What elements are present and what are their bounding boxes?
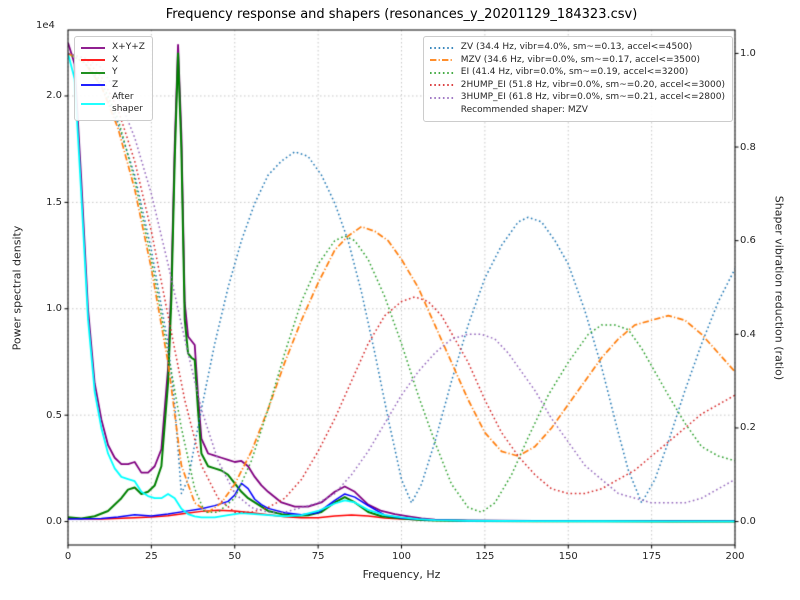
legend-line-swatch: [429, 84, 454, 87]
legend-label: After shaper: [112, 92, 143, 114]
legend-item-3hump-ei: 3HUMP_EI (61.8 Hz, vibr=0.0%, sm~=0.21, …: [429, 92, 725, 104]
legend-line-swatch: [429, 46, 454, 49]
y-axis-label-left: Power spectral density: [10, 225, 24, 351]
legend-line-swatch: [81, 59, 105, 62]
x-tick-label: 125: [475, 551, 495, 562]
legend-line-swatch: [81, 102, 105, 105]
legend-recommended-shaper: Recommended shaper: MZV: [429, 105, 725, 117]
legend-line-swatch: [429, 96, 454, 99]
legend-label: X: [112, 54, 119, 65]
legend-label: X+Y+Z: [112, 42, 145, 52]
y-right-tick-label: 0.4: [740, 328, 756, 340]
legend-item-y: Y: [80, 67, 145, 79]
x-tick-label: 50: [228, 551, 242, 562]
legend-item-mzv: MZV (34.6 Hz, vibr=0.0%, sm~=0.17, accel…: [429, 55, 725, 67]
x-tick-label: 0: [64, 551, 72, 562]
legend-line-swatch: [429, 71, 454, 74]
x-tick-label: 100: [391, 551, 412, 562]
legend-shapers: ZV (34.4 Hz, vibr=4.0%, sm~=0.13, accel<…: [422, 36, 733, 122]
legend-label: 2HUMP_EI (51.8 Hz, vibr=0.0%, sm~=0.20, …: [460, 79, 725, 90]
y-left-tick-label: 2.0: [46, 90, 62, 102]
legend-item-after-shaper: After shaper: [80, 92, 145, 115]
x-tick-label: 150: [558, 551, 578, 562]
x-tick-label: 75: [311, 551, 325, 562]
legend-item-ei: EI (41.4 Hz, vibr=0.0%, sm~=0.19, accel<…: [429, 67, 725, 79]
legend-label: Y: [112, 67, 118, 77]
legend-label: Recommended shaper: MZV: [460, 104, 588, 115]
y-right-tick-label: 0.0: [740, 516, 756, 528]
chart-title: Frequency response and shapers (resonanc…: [165, 7, 638, 22]
legend-psd: X+Y+Z X Y Z After shaper: [74, 36, 153, 121]
legend-label: Z: [112, 79, 119, 90]
legend-label: ZV (34.4 Hz, vibr=4.0%, sm~=0.13, accel<…: [460, 42, 693, 52]
legend-line-swatch: [81, 71, 105, 74]
legend-item-x: X: [80, 55, 145, 67]
y-right-tick-label: 0.6: [740, 235, 756, 247]
legend-item-2hump-ei: 2HUMP_EI (51.8 Hz, vibr=0.0%, sm~=0.20, …: [429, 80, 725, 92]
x-tick-label: 200: [725, 551, 745, 562]
legend-line-swatch: [429, 59, 454, 62]
legend-line-swatch: [81, 46, 105, 49]
y-right-tick-label: 0.8: [740, 141, 756, 153]
legend-label: 3HUMP_EI (61.8 Hz, vibr=0.0%, sm~=0.21, …: [460, 92, 725, 102]
y-right-tick-label: 0.2: [740, 422, 756, 434]
y-axis-offset-text: 1e4: [36, 20, 55, 31]
y-axis-label-right: Shaper vibration reduction (ratio): [772, 195, 786, 381]
legend-item-zv: ZV (34.4 Hz, vibr=4.0%, sm~=0.13, accel<…: [429, 42, 725, 54]
legend-item-z: Z: [80, 80, 145, 92]
x-axis-label: Frequency, Hz: [362, 568, 441, 581]
y-left-tick-label: 1.0: [46, 303, 62, 315]
x-tick-label: 25: [145, 551, 158, 562]
y-left-tick-label: 1.5: [46, 196, 62, 208]
y-left-tick-label: 0.5: [46, 409, 62, 421]
legend-swatch-spacer: [429, 105, 455, 115]
legend-label: MZV (34.6 Hz, vibr=0.0%, sm~=0.17, accel…: [460, 54, 700, 65]
x-tick-label: 175: [642, 551, 662, 562]
legend-line-swatch: [81, 84, 105, 87]
y-right-tick-label: 1.0: [740, 47, 756, 59]
y-left-tick-label: 0.0: [46, 516, 62, 528]
legend-label: EI (41.4 Hz, vibr=0.0%, sm~=0.19, accel<…: [460, 67, 689, 77]
legend-item-xyz: X+Y+Z: [80, 42, 145, 54]
